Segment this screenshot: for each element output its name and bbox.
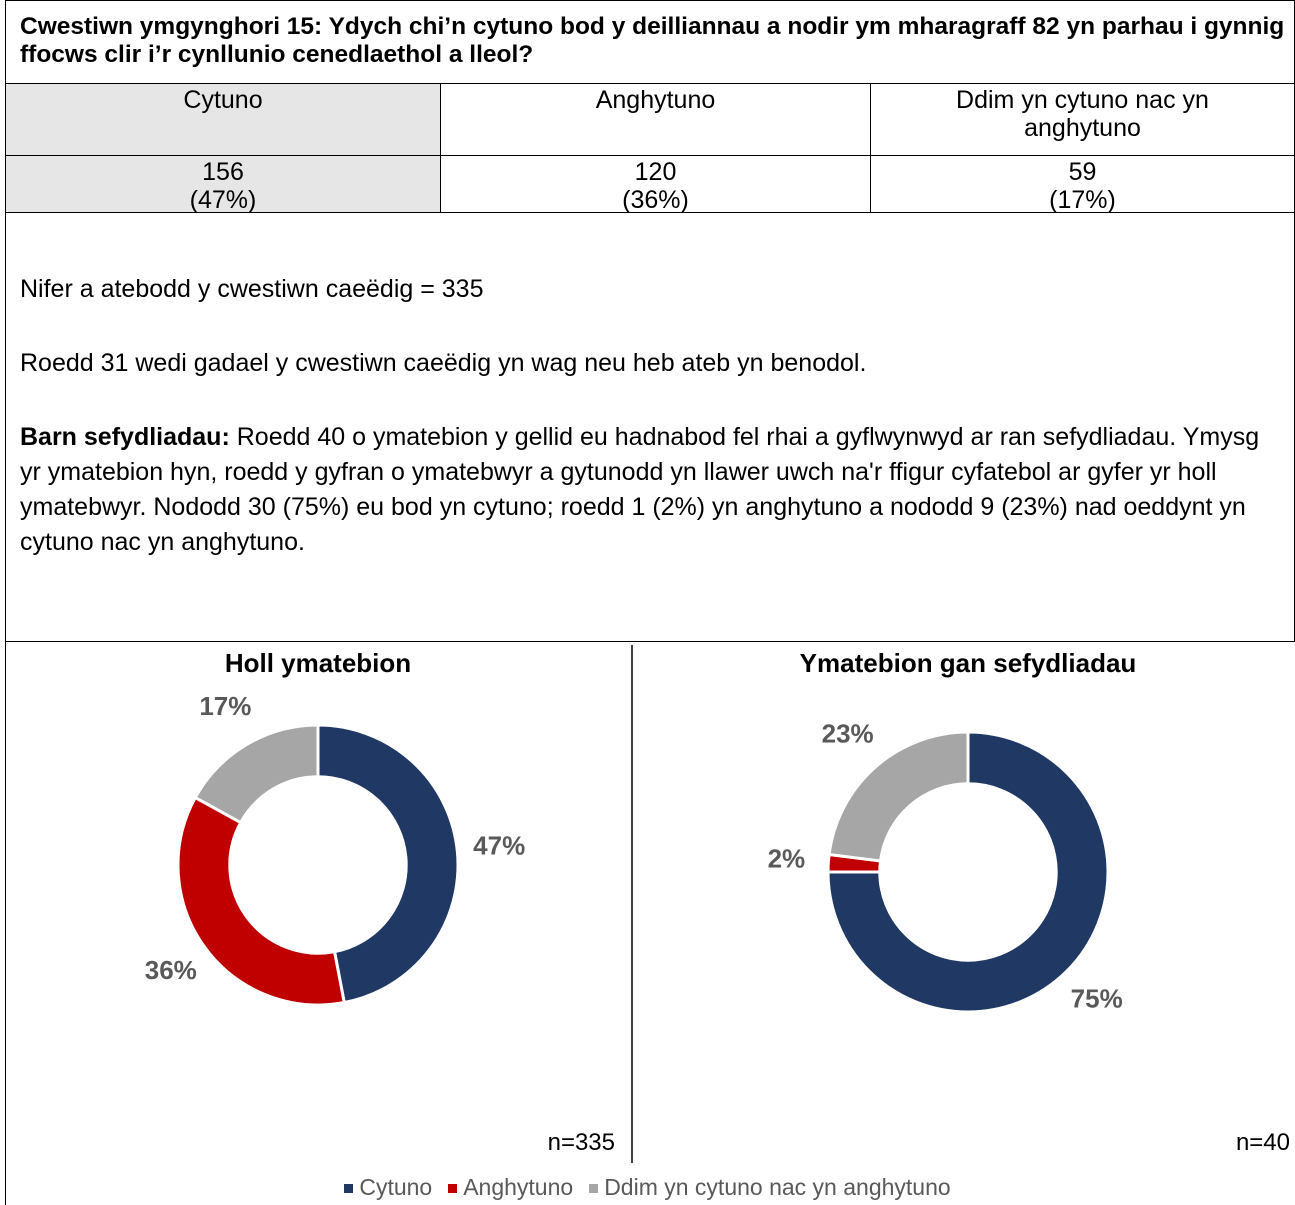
legend-item: Cytuno (344, 1174, 432, 1201)
slice (826, 730, 1110, 1014)
paragraph: Barn sefydliadau: Roedd 40 o ymatebion y… (20, 420, 1282, 560)
slice-label: 47% (473, 831, 525, 861)
slice (827, 730, 970, 863)
paragraph: Roedd 31 wedi gadael y cwestiwn caeëdig … (20, 349, 867, 377)
legend: Cytuno Anghytuno Ddim yn cytuno nac yn ang… (0, 1174, 1295, 1201)
sample-size: n=335 (548, 1129, 615, 1156)
legend-label: Cytuno (359, 1174, 433, 1200)
slice-label: 2% (768, 843, 806, 873)
slice (176, 795, 346, 1007)
slice (316, 723, 460, 1005)
percent: (17%) (1049, 186, 1116, 214)
header-text: Ddim yn cytuno nac yn anghytuno (956, 86, 1209, 142)
legend-label: Ddim yn cytuno nac yn anghytuno (604, 1174, 951, 1200)
slice-label: 23% (822, 718, 874, 748)
slice-label: 75% (1071, 984, 1123, 1014)
header-cell: Ddim yn cytuno nac yn anghytuno (870, 83, 1295, 156)
legend-item: Ddim yn cytuno nac yn anghytuno (589, 1174, 951, 1201)
legend-swatch (589, 1184, 599, 1194)
paragraph-lead: Barn sefydliadau: (20, 423, 230, 451)
header-text: Cytuno (183, 86, 263, 114)
paragraph: Nifer a atebodd y cwestiwn caeëdig = 335 (20, 275, 484, 303)
chart-title: Ymatebion gan sefydliadau (800, 648, 1137, 678)
paragraph-text: Roedd 40 o ymatebion y gellid eu hadnabo… (20, 423, 1260, 556)
percent: (36%) (622, 186, 689, 214)
legend-swatch (344, 1184, 354, 1194)
slice-label: 36% (145, 955, 197, 985)
header-text: Anghytuno (595, 86, 716, 114)
count: 156 (202, 158, 244, 186)
chart-title: Holl ymatebion (225, 648, 411, 678)
chart-box (5, 641, 1295, 1205)
sample-size: n=40 (1236, 1129, 1290, 1156)
legend-item: Anghytuno (448, 1174, 573, 1201)
legend-label: Anghytuno (463, 1174, 574, 1200)
slice-label: 17% (199, 691, 251, 721)
slice (193, 723, 320, 825)
count: 59 (1068, 158, 1097, 186)
percent: (47%) (189, 186, 257, 214)
legend-swatch (448, 1184, 458, 1194)
count: 120 (634, 158, 677, 186)
question-title: Cwestiwn ymgynghori 15: Ydych chi’n cytu… (5, 0, 1295, 84)
